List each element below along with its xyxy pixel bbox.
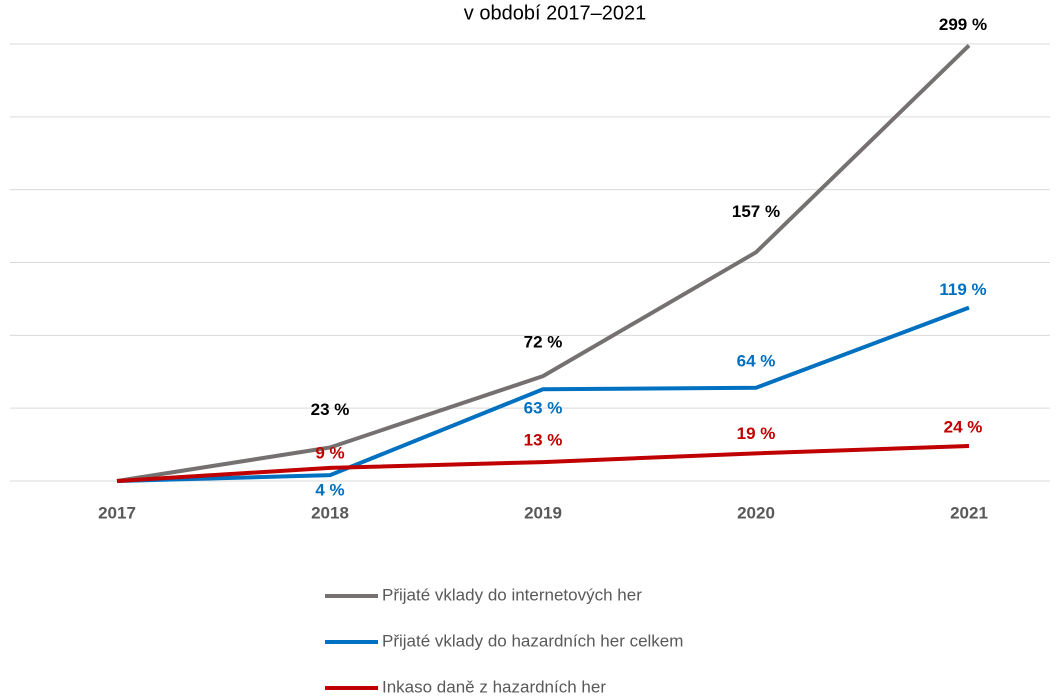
x-tick-label: 2017 [98, 503, 136, 522]
data-label: 13 % [524, 431, 563, 450]
series-line [116, 44, 971, 483]
legend-label: Inkaso daně z hazardních her [382, 677, 606, 696]
data-label: 63 % [524, 399, 563, 418]
x-tick-label: 2020 [737, 503, 775, 522]
data-label: 4 % [315, 481, 344, 500]
x-tick-label: 2018 [311, 503, 349, 522]
legend-label: Přijaté vklady do internetových her [382, 585, 642, 604]
data-label: 24 % [944, 418, 983, 437]
series-line [116, 305, 970, 483]
data-label: 157 % [732, 202, 780, 221]
data-label: 64 % [737, 351, 776, 370]
legend-label: Přijaté vklady do hazardních her celkem [382, 631, 683, 650]
data-label: 9 % [315, 443, 344, 462]
data-label: 299 % [939, 15, 987, 34]
data-label: 19 % [737, 424, 776, 443]
chart-title: v období 2017–2021 [464, 2, 646, 24]
series-line [116, 444, 970, 483]
data-label: 72 % [524, 333, 563, 352]
x-tick-label: 2021 [950, 503, 988, 522]
data-label: 119 % [939, 280, 986, 299]
data-label: 23 % [311, 400, 350, 419]
x-tick-label: 2019 [524, 503, 562, 522]
